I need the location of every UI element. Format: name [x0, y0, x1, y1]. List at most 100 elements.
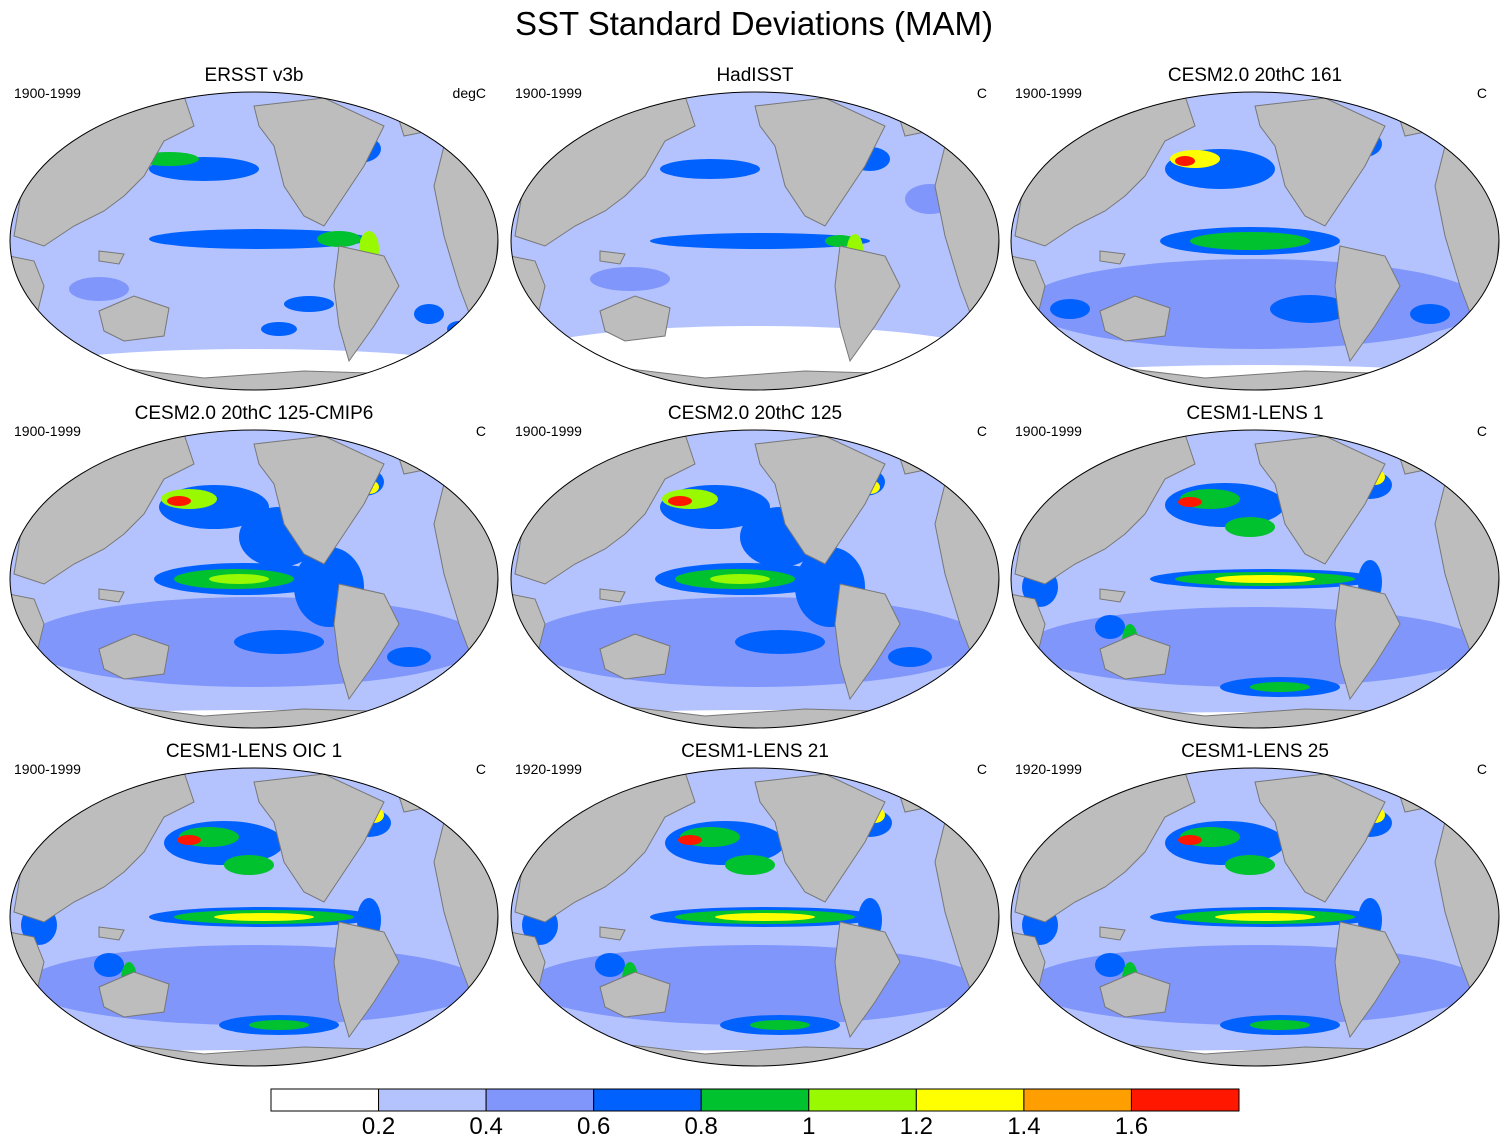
panel-period: 1900-1999 — [14, 761, 81, 777]
map-panel: CESM1-LENS 25 1920-1999 C — [1005, 740, 1505, 1075]
panel-period: 1900-1999 — [515, 423, 582, 439]
land-mass — [599, 633, 671, 680]
panel-period: 1900-1999 — [1015, 85, 1082, 101]
colorbar-tick-label: 1 — [802, 1113, 816, 1140]
colorbar-tick-label: 0.2 — [361, 1113, 396, 1140]
land-mass — [1099, 633, 1171, 680]
colorbar-tick-label: 0.6 — [576, 1113, 611, 1140]
map-panel: CESM1-LENS 21 1920-1999 C — [505, 740, 1005, 1075]
sst-contour-region — [1215, 575, 1315, 583]
sst-contour-region — [1175, 156, 1195, 166]
land-mass — [98, 633, 170, 680]
sst-contour-region — [284, 296, 334, 312]
land-mass — [1334, 921, 1401, 1039]
land-mass — [754, 97, 886, 227]
panel-units: C — [475, 423, 486, 439]
panel-units: C — [475, 761, 486, 777]
sst-contour-region — [1190, 232, 1310, 250]
land-mass — [1254, 435, 1386, 565]
land-mass — [98, 295, 170, 342]
colorbar-segment — [270, 1088, 380, 1112]
world-map — [510, 91, 1000, 391]
sst-contour-region — [234, 630, 324, 654]
land-mass — [754, 435, 886, 565]
panel-period: 1900-1999 — [515, 85, 582, 101]
map-panel: HadISST 1900-1999 C — [505, 64, 1005, 399]
sst-contour-region — [1270, 295, 1350, 323]
panel-units: C — [976, 85, 987, 101]
panel-title: CESM1-LENS 1 — [1186, 403, 1324, 424]
land-mass — [1254, 773, 1386, 903]
world-map — [9, 91, 499, 391]
land-mass — [599, 588, 626, 603]
land-mass — [333, 245, 400, 363]
land-mass — [599, 250, 626, 265]
colorbar-segment — [915, 1088, 1025, 1112]
sst-contour-region — [177, 835, 201, 845]
map-border — [510, 91, 1000, 391]
sst-contour-region — [668, 496, 692, 506]
sst-contour-region — [750, 1020, 810, 1030]
sst-contour-region — [660, 159, 760, 179]
land-mass — [1099, 588, 1126, 603]
map-panel: ERSST v3b 1900-1999 degC — [4, 64, 504, 399]
land-mass — [1254, 97, 1386, 227]
sst-contour-region — [650, 233, 870, 249]
sst-contour-region — [1050, 299, 1090, 319]
land-mass — [834, 921, 901, 1039]
panel-units: C — [1476, 761, 1487, 777]
sst-contour-region — [735, 630, 825, 654]
world-map — [1010, 429, 1500, 729]
world-map — [510, 429, 1000, 729]
land-mass — [834, 245, 901, 363]
map-panel: CESM2.0 20thC 125-CMIP6 1900-1999 C — [4, 402, 504, 737]
panel-title: ERSST v3b — [204, 65, 304, 86]
sst-contour-region — [1410, 304, 1450, 324]
panel-title: CESM2.0 20thC 125-CMIP6 — [134, 403, 374, 424]
colorbar-tick-label: 1.2 — [899, 1113, 934, 1140]
land-mass — [253, 97, 385, 227]
figure-title: SST Standard Deviations (MAM) — [514, 5, 994, 42]
sst-contour-region — [590, 267, 670, 291]
map-border — [1010, 767, 1500, 1067]
sst-contour-region — [1250, 682, 1310, 692]
land-mass — [599, 971, 671, 1018]
land-mass — [1099, 971, 1171, 1018]
colorbar-segment — [593, 1088, 702, 1112]
panel-period: 1920-1999 — [1015, 761, 1082, 777]
panel-period: 1900-1999 — [14, 423, 81, 439]
map-panel: CESM2.0 20thC 125 1900-1999 C — [505, 402, 1005, 737]
sst-contour-region — [1215, 913, 1315, 921]
land-mass — [1099, 250, 1126, 265]
map-border — [510, 767, 1000, 1067]
sst-contour-region — [1178, 835, 1202, 845]
land-mass — [754, 773, 886, 903]
panel-units: C — [1476, 85, 1487, 101]
land-mass — [98, 926, 125, 941]
sst-contour-region — [1095, 615, 1125, 639]
land-mass — [834, 583, 901, 701]
land-mass — [1334, 245, 1401, 363]
sst-contour-region — [595, 953, 625, 977]
colorbar-segment — [808, 1088, 917, 1112]
sst-contour-region — [69, 277, 129, 301]
land-mass — [98, 588, 125, 603]
sst-contour-region — [317, 231, 361, 247]
sst-contour-region — [1250, 1020, 1310, 1030]
sst-contour-region — [710, 574, 770, 584]
sst-contour-region — [1178, 497, 1202, 507]
panel-title: HadISST — [716, 65, 794, 86]
world-map — [1010, 767, 1500, 1067]
world-map — [9, 767, 499, 1067]
land-mass — [253, 435, 385, 565]
sst-contour-region — [94, 953, 124, 977]
land-mass — [599, 295, 671, 342]
sst-contour-region — [1225, 855, 1275, 875]
map-panel: CESM1-LENS OIC 1 1900-1999 C — [4, 740, 504, 1075]
colorbar-segment — [700, 1088, 810, 1112]
panel-title: CESM1-LENS OIC 1 — [165, 741, 343, 762]
map-border — [1010, 429, 1500, 729]
panel-title: CESM1-LENS 21 — [681, 741, 829, 762]
panel-title: CESM2.0 20thC 161 — [1167, 65, 1343, 86]
sst-contour-region — [888, 647, 932, 667]
